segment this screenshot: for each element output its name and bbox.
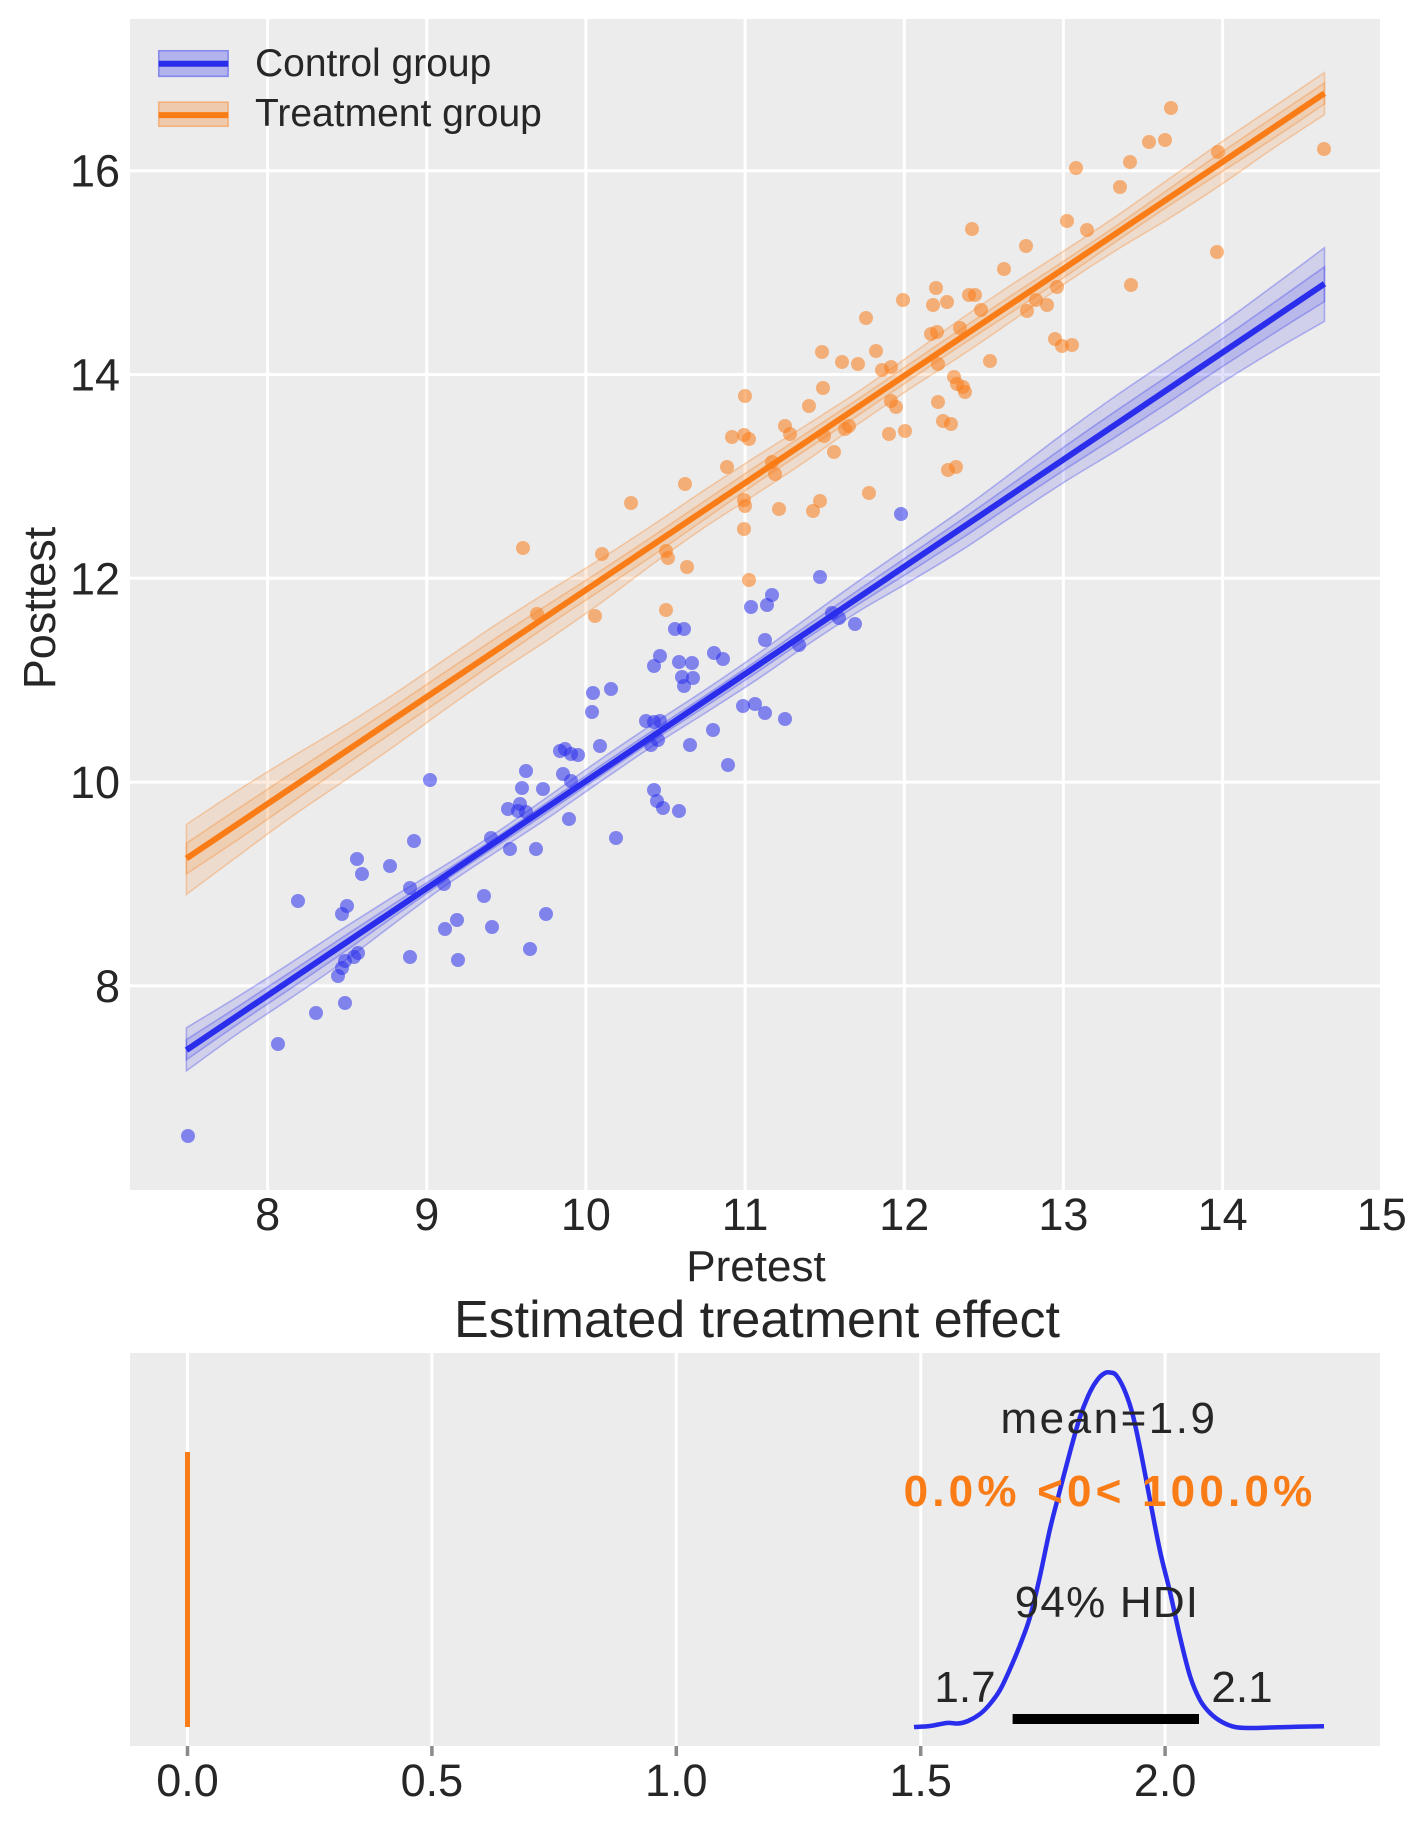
- svg-text:1.0: 1.0: [645, 1755, 708, 1806]
- svg-text:0.0% <0< 100.0%: 0.0% <0< 100.0%: [904, 1467, 1317, 1516]
- svg-text:11: 11: [722, 1189, 769, 1240]
- svg-text:10: 10: [561, 1189, 611, 1240]
- svg-text:12: 12: [70, 553, 120, 604]
- svg-text:0.5: 0.5: [401, 1755, 464, 1806]
- svg-text:13: 13: [1038, 1189, 1088, 1240]
- svg-text:Control group: Control group: [255, 42, 491, 85]
- svg-text:1.5: 1.5: [889, 1755, 952, 1806]
- svg-text:Pretest: Pretest: [686, 1242, 825, 1291]
- svg-text:16: 16: [70, 146, 120, 197]
- svg-text:8: 8: [255, 1189, 280, 1240]
- svg-text:10: 10: [70, 757, 120, 808]
- svg-text:Posttest: Posttest: [14, 526, 65, 689]
- svg-text:Treatment group: Treatment group: [255, 92, 542, 135]
- svg-text:2.0: 2.0: [1134, 1755, 1197, 1806]
- svg-text:14: 14: [1198, 1189, 1248, 1240]
- svg-text:8: 8: [95, 961, 120, 1012]
- svg-text:12: 12: [879, 1189, 929, 1240]
- svg-text:15: 15: [1357, 1189, 1407, 1240]
- svg-text:0.0: 0.0: [156, 1755, 219, 1806]
- svg-text:mean=1.9: mean=1.9: [1001, 1394, 1218, 1443]
- svg-text:9: 9: [414, 1189, 439, 1240]
- svg-text:94% HDI: 94% HDI: [1015, 1578, 1199, 1627]
- svg-text:Estimated treatment effect: Estimated treatment effect: [454, 1291, 1061, 1349]
- svg-text:1.7: 1.7: [934, 1663, 995, 1712]
- svg-text:2.1: 2.1: [1211, 1663, 1272, 1712]
- svg-text:14: 14: [70, 350, 120, 401]
